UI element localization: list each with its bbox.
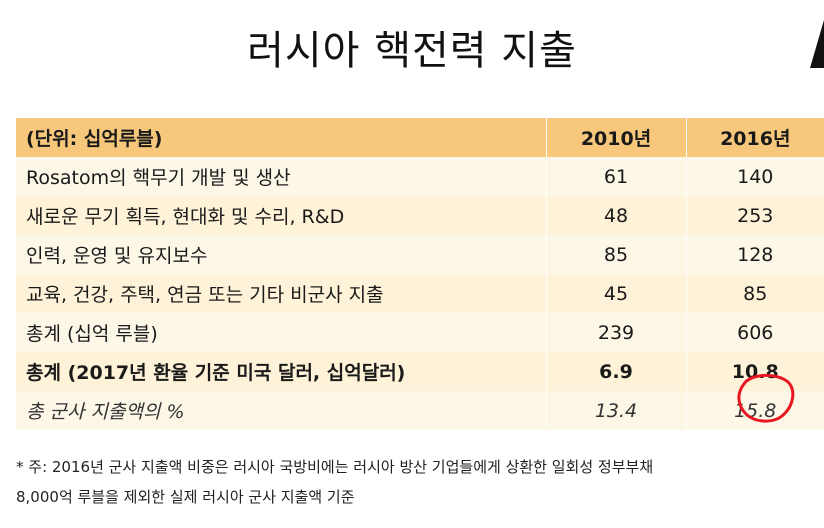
- row-label: 총 군사 지출액의 %: [16, 391, 547, 430]
- row-label: Rosatom의 핵무기 개발 및 생산: [16, 157, 547, 196]
- cell-2016: 85: [743, 282, 768, 305]
- year-2010-header: 2010년: [546, 118, 687, 157]
- table-row: 인력, 운영 및 유지보수 85 128: [16, 235, 824, 274]
- cell-2016: 253: [737, 204, 774, 227]
- cell-2010: 45: [546, 274, 687, 313]
- unit-header: (단위: 십억루블): [16, 118, 547, 157]
- table-row-share: 총 군사 지출액의 % 13.4 15.8: [16, 391, 824, 430]
- corner-decoration: [810, 20, 824, 68]
- table-row: Rosatom의 핵무기 개발 및 생산 61 140: [16, 157, 824, 196]
- row-label: 인력, 운영 및 유지보수: [16, 235, 547, 274]
- cell-2016: 128: [737, 243, 774, 266]
- cell-2016: 606: [737, 321, 774, 344]
- cell-2016: 10.8: [731, 360, 779, 383]
- row-label: 총계 (2017년 환율 기준 미국 달러, 십억달러): [16, 352, 547, 391]
- page-title: 러시아 핵전력 지출: [247, 28, 577, 74]
- cell-2016: 140: [737, 165, 774, 188]
- table-row: 교육, 건강, 주택, 연금 또는 기타 비군사 지출 45 85: [16, 274, 824, 313]
- table-header-row: (단위: 십억루블) 2010년 2016년: [16, 118, 824, 157]
- footnote-line-2: 8,000억 루블을 제외한 실제 러시아 군사 지출액 기준: [16, 488, 355, 506]
- footnote: * 주: 2016년 군사 지출액 비중은 러시아 국방비에는 러시아 방산 기…: [16, 452, 816, 512]
- cell-2010: 48: [546, 196, 687, 235]
- cell-2010: 239: [546, 313, 687, 352]
- row-label: 새로운 무기 획득, 현대화 및 수리, R&D: [16, 196, 547, 235]
- footnote-line-1: * 주: 2016년 군사 지출액 비중은 러시아 국방비에는 러시아 방산 기…: [16, 458, 654, 476]
- row-label: 총계 (십억 루블): [16, 313, 547, 352]
- spending-table: (단위: 십억루블) 2010년 2016년 Rosatom의 핵무기 개발 및…: [16, 118, 824, 430]
- table-row: 총계 (십억 루블) 239 606: [16, 313, 824, 352]
- cell-2010: 61: [546, 157, 687, 196]
- cell-2010: 6.9: [546, 352, 687, 391]
- row-label: 교육, 건강, 주택, 연금 또는 기타 비군사 지출: [16, 274, 547, 313]
- cell-2016: 15.8: [734, 399, 777, 422]
- year-2016-header: 2016년: [720, 128, 791, 150]
- table-row: 새로운 무기 획득, 현대화 및 수리, R&D 48 253: [16, 196, 824, 235]
- table-row-usd-total: 총계 (2017년 환율 기준 미국 달러, 십억달러) 6.9 10.8: [16, 352, 824, 391]
- cell-2010: 85: [546, 235, 687, 274]
- cell-2010: 13.4: [546, 391, 687, 430]
